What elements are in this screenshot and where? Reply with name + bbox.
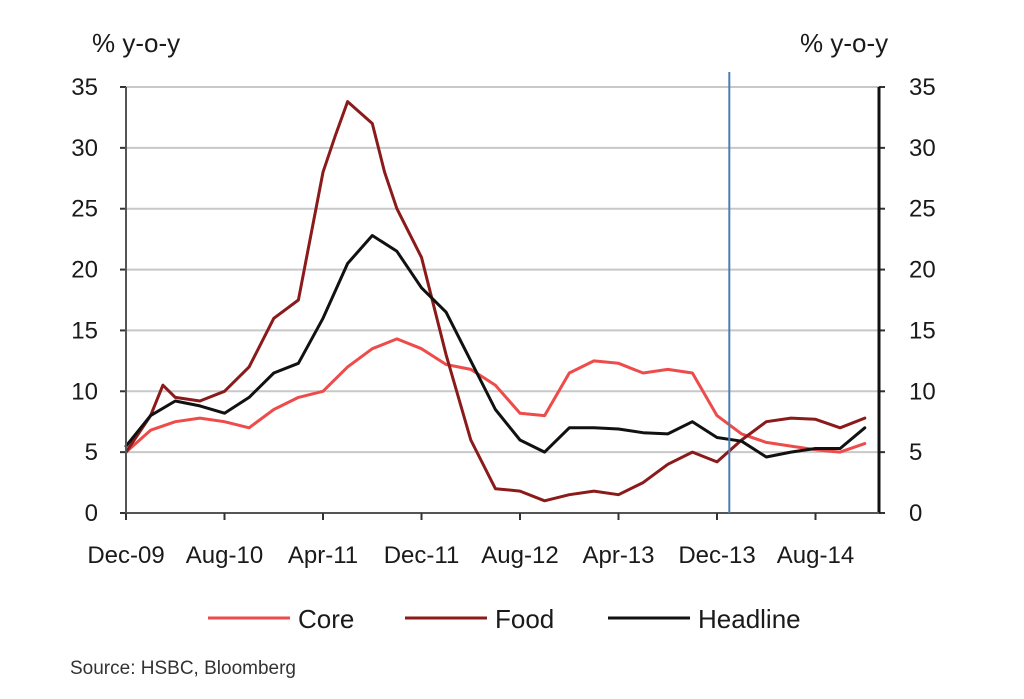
left-axis-unit-label: % y-o-y: [92, 28, 180, 58]
tick-labels: 0 0 5 5 10 10 15 15 20 20 25 25 30 30 35 35 Dec-09 Aug-10…: [71, 74, 935, 569]
x-tick-label: Dec-13: [678, 542, 755, 569]
left-y-tick-label: 5: [85, 439, 98, 466]
left-y-tick-label: 25: [71, 196, 98, 223]
legend: Core Food Headline: [208, 604, 801, 634]
gridlines: [126, 86, 879, 454]
x-tick-label: Aug-12: [481, 542, 558, 569]
series-line-core: [124, 337, 867, 454]
series-lines: [124, 100, 867, 503]
left-y-tick-label: 0: [85, 500, 98, 527]
legend-headline-label: Headline: [698, 604, 801, 634]
source-note: Source: HSBC, Bloomberg: [70, 658, 296, 679]
x-tick-label: Apr-11: [288, 542, 358, 569]
left-y-tick-label: 15: [71, 317, 98, 344]
right-axis-unit-label: % y-o-y: [800, 28, 888, 58]
right-y-tick-label: 20: [909, 257, 936, 284]
x-tick-label: Dec-11: [384, 542, 460, 569]
x-tick-label: Aug-14: [777, 542, 854, 569]
axes: [120, 72, 885, 520]
right-y-tick-label: 35: [909, 74, 936, 101]
legend-core-label: Core: [298, 604, 354, 634]
left-y-tick-label: 10: [71, 378, 98, 405]
left-y-tick-label: 30: [71, 135, 98, 162]
x-tick-label: Dec-09: [87, 542, 164, 569]
left-y-tick-label: 35: [71, 74, 98, 101]
right-y-tick-label: 25: [909, 196, 936, 223]
series-line-headline: [124, 234, 867, 459]
right-y-tick-label: 30: [909, 135, 936, 162]
legend-food-label: Food: [495, 604, 554, 634]
right-y-tick-label: 10: [909, 378, 936, 405]
x-tick-label: Aug-10: [186, 542, 263, 569]
right-y-tick-label: 5: [909, 439, 922, 466]
right-y-tick-label: 15: [909, 317, 936, 344]
series-line-food: [124, 100, 867, 503]
right-y-tick-label: 0: [909, 500, 922, 527]
x-tick-label: Apr-13: [582, 542, 654, 569]
left-y-tick-label: 20: [71, 257, 98, 284]
